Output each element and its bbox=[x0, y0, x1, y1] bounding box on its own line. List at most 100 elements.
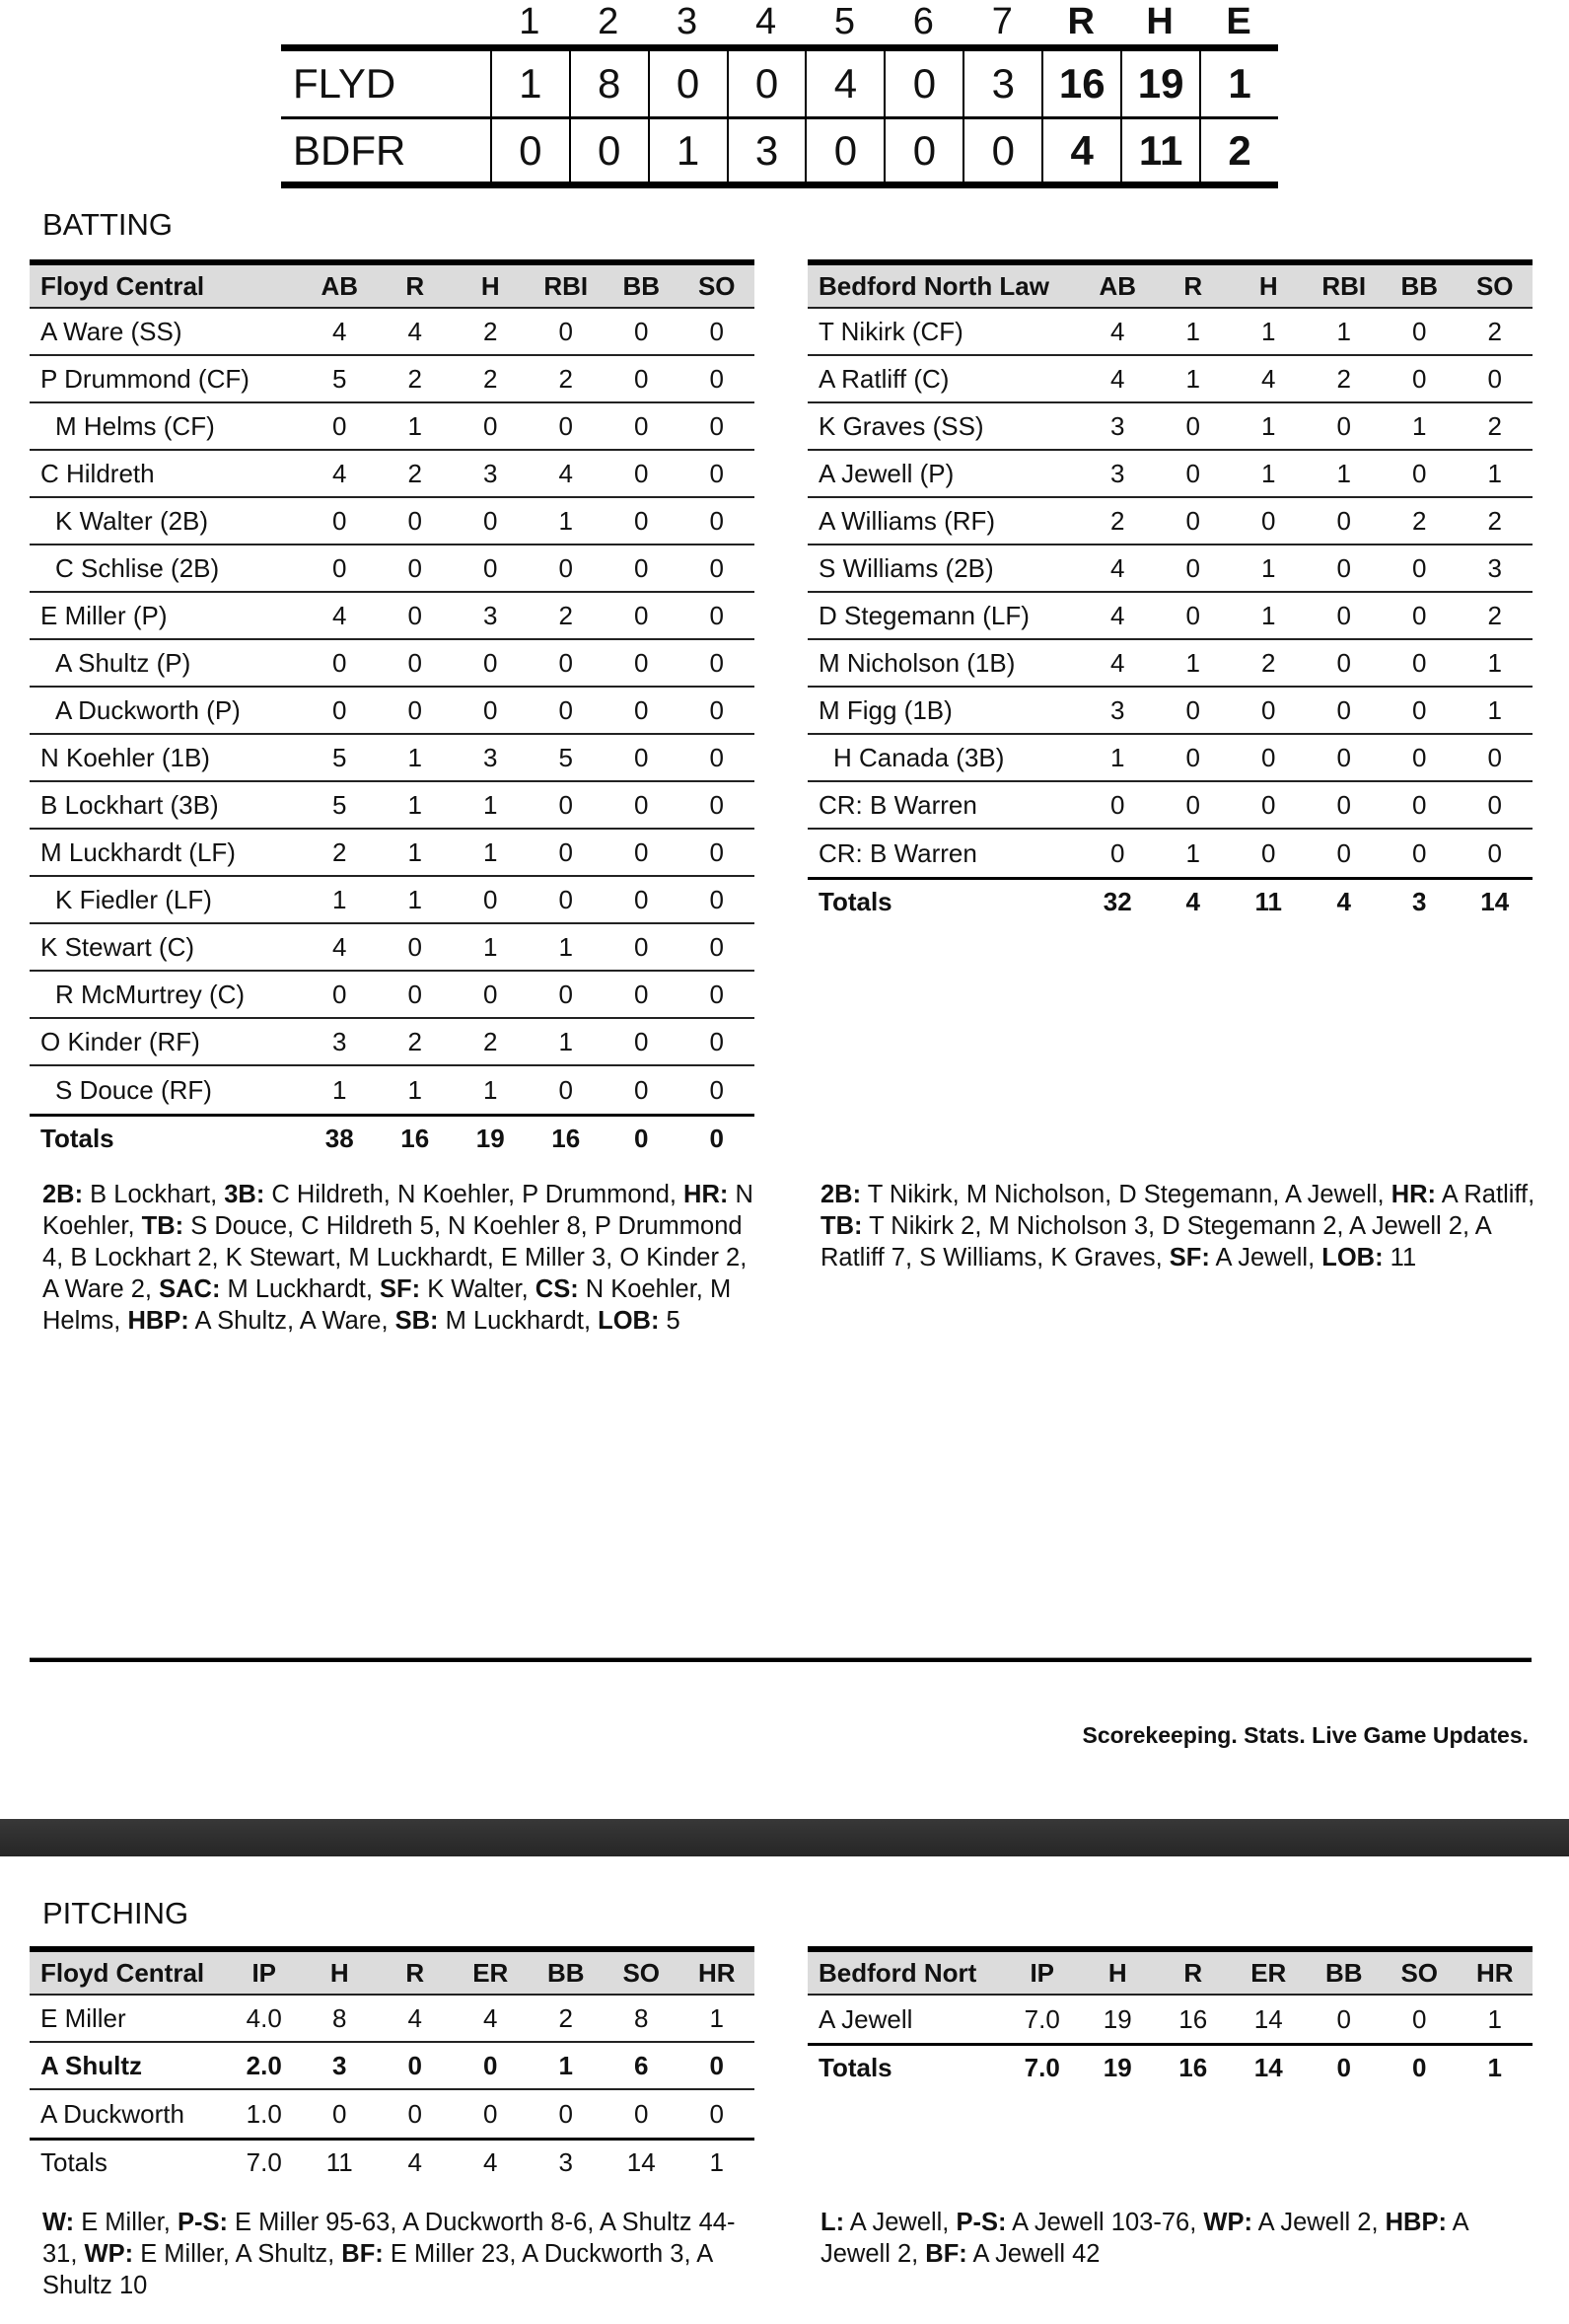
stat-cell: 4 bbox=[407, 316, 422, 346]
note-label: SF: bbox=[1169, 1244, 1210, 1271]
stat-cell: 0 bbox=[1336, 647, 1351, 678]
player-name: M Luckhardt (LF) bbox=[40, 836, 236, 867]
stat-cell: 2 bbox=[1412, 505, 1427, 536]
player-name: E Miller bbox=[40, 2002, 126, 2033]
stat-cell: 8 bbox=[332, 2002, 347, 2033]
player-name: M Helms (CF) bbox=[55, 410, 215, 441]
note-text: A Jewell 103-76, bbox=[1006, 2209, 1204, 2236]
stat-cell: 1 bbox=[332, 1074, 347, 1105]
inning-header: 2 bbox=[598, 1, 619, 42]
player-row: K Walter (2B) 0 0 0 1 0 0 bbox=[30, 498, 754, 545]
note-text: A Jewell 2, bbox=[1251, 2209, 1386, 2236]
player-name: R McMurtrey (C) bbox=[55, 979, 246, 1009]
linescore-cell: 0 bbox=[884, 51, 963, 116]
inning-header: H bbox=[1146, 1, 1174, 42]
team-name-header: Bedford North Law bbox=[819, 270, 1049, 301]
column-header: R bbox=[1183, 1957, 1203, 1988]
stat-cell: 1 bbox=[407, 836, 422, 867]
player-name: A Jewell bbox=[819, 2003, 913, 2034]
stat-cell: 0 bbox=[634, 979, 649, 1009]
note-label: BF: bbox=[925, 2240, 967, 2268]
stat-cell: 0 bbox=[483, 2098, 498, 2129]
stat-cell: 0 bbox=[709, 931, 724, 962]
totals-cell: 32 bbox=[1103, 887, 1132, 916]
inning-header: 1 bbox=[519, 1, 540, 42]
note-label: WP: bbox=[84, 2240, 134, 2268]
linescore-cell: 0 bbox=[647, 51, 727, 116]
note-label: P-S: bbox=[956, 2209, 1007, 2236]
stat-cell: 1 bbox=[1261, 316, 1276, 346]
totals-cell: 14 bbox=[626, 2147, 656, 2177]
stat-cell: 5 bbox=[332, 742, 347, 772]
player-row: M Nicholson (1B) 4 1 2 0 0 1 bbox=[808, 640, 1533, 688]
stat-cell: 0 bbox=[709, 363, 724, 394]
stat-cell: 0 bbox=[634, 363, 649, 394]
column-header: RBI bbox=[1321, 270, 1367, 301]
stat-cell: 0 bbox=[634, 789, 649, 820]
stat-cell: 0 bbox=[709, 884, 724, 914]
stat-cell: 0 bbox=[483, 694, 498, 725]
linescore-cell: 2 bbox=[1199, 119, 1278, 182]
linescore-cell: 0 bbox=[568, 119, 648, 182]
team-name-header: Bedford Nort bbox=[819, 1957, 977, 1988]
totals-cell: 11 bbox=[1254, 887, 1283, 916]
note-text: A Jewell, bbox=[844, 2209, 957, 2236]
player-row: A Duckworth (P) 0 0 0 0 0 0 bbox=[30, 688, 754, 735]
stat-cell: 0 bbox=[558, 836, 573, 867]
stat-cell: 0 bbox=[1261, 505, 1276, 536]
stat-cell: 1 bbox=[1412, 410, 1427, 441]
stat-cell: 0 bbox=[483, 979, 498, 1009]
batting-table-away: Bedford North Law AB R H RBI BB SO T Nikirk (CF… bbox=[808, 259, 1533, 924]
stat-cell: 6 bbox=[634, 2050, 649, 2080]
stat-cell: 0 bbox=[709, 789, 724, 820]
stat-cell: 1 bbox=[1336, 458, 1351, 488]
table-header-row: Floyd Central IP H R ER BB SO HR bbox=[30, 1952, 754, 1996]
stat-cell: 0 bbox=[483, 505, 498, 536]
stat-cell: 0 bbox=[1412, 2003, 1427, 2034]
stat-cell: 14 bbox=[1253, 2003, 1283, 2034]
note-text: T Nikirk 2, M Nicholson 3, D Stegemann 2… bbox=[820, 1212, 1491, 1271]
stat-cell: 1 bbox=[407, 742, 422, 772]
totals-cell: 16 bbox=[1178, 2053, 1208, 2082]
linescore-row: BDFR 0 0 1 3 0 0 0 4 11 2 bbox=[281, 116, 1278, 182]
stat-cell: 3 bbox=[483, 600, 498, 630]
stat-cell: 1 bbox=[558, 2050, 573, 2080]
column-header: H bbox=[329, 1957, 349, 1988]
stat-cell: 0 bbox=[709, 600, 724, 630]
stat-cell: 0 bbox=[1185, 410, 1200, 441]
stat-cell: 0 bbox=[1336, 600, 1351, 630]
stat-cell: 0 bbox=[1487, 837, 1502, 868]
totals-cell: 3 bbox=[1412, 887, 1427, 916]
note-label: 2B: bbox=[42, 1181, 84, 1208]
stat-cell: 0 bbox=[709, 316, 724, 346]
player-name: K Graves (SS) bbox=[819, 410, 984, 441]
linescore-cell: 4 bbox=[1041, 119, 1120, 182]
column-header: IP bbox=[1030, 1957, 1055, 1988]
inning-header: 7 bbox=[991, 1, 1013, 42]
stat-cell: 0 bbox=[1487, 363, 1502, 394]
player-row: M Figg (1B) 3 0 0 0 0 1 bbox=[808, 688, 1533, 735]
table-header-row: Bedford North Law AB R H RBI BB SO bbox=[808, 265, 1533, 309]
column-header: BB bbox=[546, 1957, 585, 1988]
stat-cell: 0 bbox=[407, 2098, 422, 2129]
stat-cell: 0 bbox=[634, 552, 649, 583]
stat-cell: 1 bbox=[558, 1026, 573, 1056]
stat-cell: 0 bbox=[1185, 458, 1200, 488]
stat-cell: 0 bbox=[709, 742, 724, 772]
inning-header: 5 bbox=[833, 1, 856, 42]
linescore-cell: 1 bbox=[489, 51, 569, 116]
stat-cell: 1.0 bbox=[246, 2098, 282, 2129]
player-row: A Jewell (P) 3 0 1 1 0 1 bbox=[808, 451, 1533, 498]
batting-notes-away: 2B: T Nikirk, M Nicholson, D Stegemann, … bbox=[820, 1179, 1538, 1273]
note-text: M Luckhardt, bbox=[220, 1275, 381, 1303]
column-header: BB bbox=[1400, 270, 1439, 301]
stat-cell: 2.0 bbox=[246, 2050, 282, 2080]
note-text: N Koehler, M Helms, bbox=[42, 1275, 732, 1335]
stat-cell: 4 bbox=[1110, 647, 1125, 678]
stat-cell: 0 bbox=[1336, 410, 1351, 441]
player-row: A Ware (SS) 4 4 2 0 0 0 bbox=[30, 309, 754, 356]
stat-cell: 3 bbox=[1110, 458, 1125, 488]
stat-cell: 1 bbox=[407, 789, 422, 820]
player-row: R McMurtrey (C) 0 0 0 0 0 0 bbox=[30, 972, 754, 1019]
stat-cell: 3 bbox=[483, 458, 498, 488]
